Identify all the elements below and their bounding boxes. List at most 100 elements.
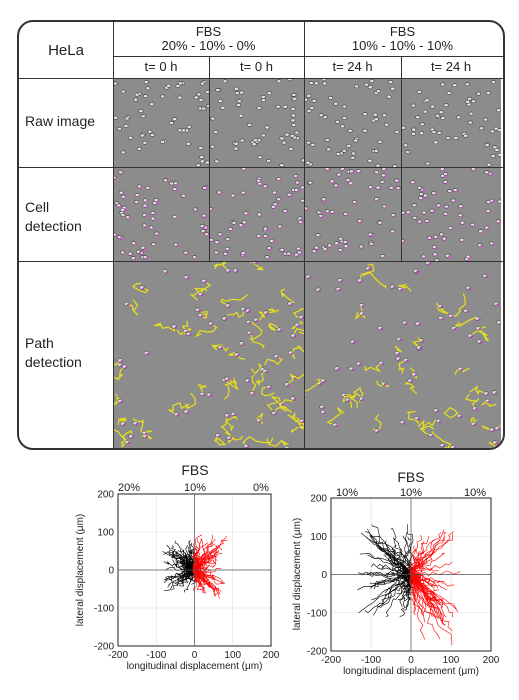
trajectory-line <box>360 532 412 575</box>
trajectory-line <box>377 563 412 576</box>
row-label-line: Cell <box>25 199 50 215</box>
grid-divider <box>304 22 305 448</box>
trajectory-line <box>410 574 423 615</box>
black-trajectories <box>162 539 198 593</box>
trajectory-line <box>410 574 426 640</box>
path-detection-tile-uniform <box>305 262 501 448</box>
trajectory-line <box>410 574 433 618</box>
row-label-cell-detection: Cell detection <box>25 198 82 236</box>
x-tick-label: 0 <box>408 655 414 666</box>
trajectory-line <box>194 569 215 579</box>
trajectory-line <box>410 533 453 575</box>
trajectory-line <box>410 574 453 645</box>
group-header-uniform: FBS 10% - 10% - 10% <box>304 22 501 56</box>
trajectory-line <box>410 574 438 589</box>
y-tick-label: -100 <box>94 604 114 615</box>
trajectory-line <box>410 574 440 614</box>
cell-detection-tile <box>114 168 209 261</box>
raw-image-tile <box>402 79 501 167</box>
plot-title: FBS <box>397 469 424 485</box>
trajectory-line <box>193 557 211 572</box>
trajectory-line <box>410 574 446 626</box>
trajectory-line <box>172 551 195 571</box>
trajectory-line <box>409 534 423 575</box>
grid-divider <box>19 167 503 168</box>
path-detection-tile-gradient <box>114 262 304 448</box>
trajectory-line <box>192 543 199 571</box>
x-tick-label: 0 <box>192 650 198 661</box>
trajectory-line <box>410 573 434 588</box>
trajectory-line <box>194 539 228 571</box>
x-tick-label: 200 <box>263 650 280 661</box>
trajectory-line <box>364 573 412 614</box>
cell-line-label: HeLa <box>48 41 84 59</box>
x-tick-label: -100 <box>361 655 381 666</box>
trajectory-line <box>409 566 439 575</box>
y-tick-label: 200 <box>310 494 327 505</box>
y-axis-label: lateral displacement (μm) <box>75 514 86 626</box>
trajectory-line <box>193 557 201 572</box>
y-tick-label: 0 <box>321 570 327 581</box>
cell-detection-tile <box>305 168 401 261</box>
time-label: t= 0 h <box>240 59 273 74</box>
x-tick-label: 100 <box>224 650 241 661</box>
raw-image-tile <box>305 79 401 167</box>
grid-divider <box>401 56 402 262</box>
group-header-concentrations: 20% - 10% - 0% <box>161 38 256 53</box>
top-label: 10% <box>400 487 422 499</box>
grid-divider <box>113 56 503 57</box>
grid-divider <box>19 78 503 79</box>
top-label: 10% <box>184 482 206 494</box>
displacement-plot-uniform: FBS 10% 10% 10% -200 200 -100 100 0 0 100 -100 2… <box>292 469 500 677</box>
trajectory-line <box>194 538 216 571</box>
y-axis-label: lateral displacement (μm) <box>292 518 303 630</box>
trajectory-line <box>410 539 436 575</box>
displacement-plot-gradient: FBS 20% 10% 0% -200 200 -100 100 0 0 100 -100 20… <box>75 462 280 672</box>
trajectory-line <box>410 574 444 609</box>
black-trajectories <box>357 524 415 618</box>
trajectory-line <box>390 527 412 575</box>
plot-title: FBS <box>181 462 208 478</box>
time-label: t= 0 h <box>144 59 178 74</box>
trajectory-line <box>384 574 412 594</box>
group-header-concentrations: 10% - 10% - 10% <box>351 38 454 53</box>
trajectory-line <box>410 573 455 587</box>
trajectory-line <box>406 524 414 575</box>
x-tick-label: -200 <box>108 650 128 661</box>
group-header-gradient: FBS 20% - 10% - 0% <box>113 22 304 56</box>
red-trajectories <box>191 534 228 599</box>
trajectory-line <box>410 552 445 575</box>
red-trajectories <box>408 529 461 645</box>
grid-divider <box>209 56 210 262</box>
trajectory-line <box>402 535 413 575</box>
figure-panel: HeLa FBS 20% - 10% - 0% FBS 10% - 10% - … <box>17 20 505 450</box>
group-header-title: FBS <box>195 24 222 39</box>
time-label: t= 24 h <box>332 59 373 74</box>
trajectory-line <box>410 536 430 575</box>
trajectory-line <box>373 574 412 616</box>
y-tick-label: 0 <box>108 566 114 577</box>
x-tick-label: 100 <box>443 655 460 666</box>
group-header-title: FBS <box>389 24 416 39</box>
y-tick-label: -200 <box>94 642 114 653</box>
row-label-line: Raw image <box>25 113 96 129</box>
trajectory-line <box>191 569 202 580</box>
trajectory-line <box>163 569 195 581</box>
top-label: 10% <box>464 487 486 499</box>
y-tick-label: 100 <box>310 532 327 543</box>
x-tick-label: 200 <box>483 655 500 666</box>
grid-divider <box>113 22 114 448</box>
row-label-line: detection <box>25 218 82 234</box>
time-label: t= 24 h <box>430 59 472 74</box>
row-label-line: Path <box>25 335 54 351</box>
trajectory-line <box>410 561 453 575</box>
cell-detection-tile <box>210 168 304 261</box>
trajectory-line <box>410 531 447 575</box>
trajectory-line <box>408 574 417 616</box>
grid-divider <box>19 261 503 262</box>
raw-image-tile <box>114 79 209 167</box>
trajectory-line <box>194 550 219 570</box>
y-tick-label: 100 <box>97 528 114 539</box>
x-axis-label: longitudinal displacement (μm) <box>343 666 479 677</box>
top-label: 20% <box>118 482 140 494</box>
